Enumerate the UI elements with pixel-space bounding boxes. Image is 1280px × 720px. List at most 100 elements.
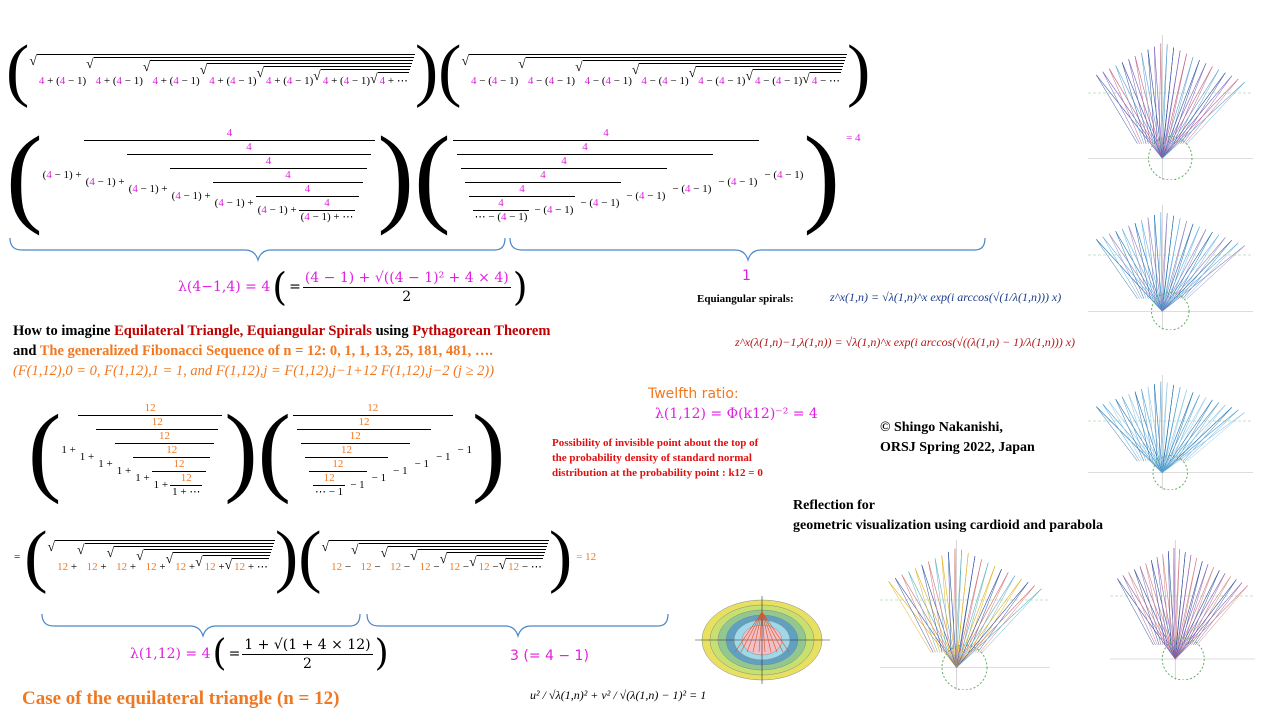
math-term: − 1 [393, 464, 408, 477]
figure-line [928, 561, 957, 668]
math-term: ⋯ − (4 − 1) [474, 210, 528, 223]
fraction: 4 (4 − 1) +4 (4 − 1) +4 (4 − 1) +4 (4 − 1) +… [169, 155, 368, 224]
upper-radical-minus: √ 4 − (4 − 1) √ 4 − (4 − 1) √ 4 − (4 − 1) √ 4 −… [461, 54, 848, 88]
numerator: 12 [157, 430, 172, 443]
lower-braces [41, 613, 669, 639]
math-term: 12 + [57, 561, 78, 573]
radical: √ 12 + √ 12 + √ 12 + ⋯ [166, 552, 271, 574]
figure-line [1169, 223, 1194, 299]
numerator: 12 [143, 402, 158, 415]
denominator: 12 12 ⋯ − 1− 1− 1 [304, 456, 389, 499]
figure-line [957, 552, 969, 653]
upper-lambda-formula: λ(4−1,4) = 4 (= (4 − 1) + √((4 − 1)² + 4… [178, 265, 528, 309]
figure-line [761, 611, 766, 653]
math-term: − (4 − 1) [626, 189, 666, 202]
cfrac-level: 12 12 12 12 ⋯ − 1− 1− 1 − 1− 1 [299, 430, 429, 499]
cfrac-level: (4 − 1) +4 (4 − 1) +4 (4 − 1) +4 (4 − 1) +4… [43, 127, 378, 224]
cfrac-numerator: 4 [540, 168, 546, 181]
radical: √ 4 − (4 − 1) √ 4 − (4 − 1) √ 4 − (4 − 1) √ 4 −… [575, 60, 846, 88]
figure-line [959, 556, 976, 653]
numerator: 12 [322, 472, 337, 485]
math-term: 12 + [86, 561, 107, 573]
cfrac-numerator: 4 [226, 126, 233, 139]
figure-line [1108, 401, 1143, 462]
figure-line [1108, 401, 1163, 473]
radical-sign: √ [439, 551, 448, 566]
denominator: 1 +12 1 + ⋯ [151, 470, 207, 499]
radical: √ 4 − (4 − 1) √ 4 − (4 − 1) √ 4 − ⋯ [688, 65, 844, 88]
upper-cfrac-plus: (4 − 1) +4 (4 − 1) +4 (4 − 1) +4 (4 − 1) +4… [43, 127, 378, 224]
numerator: 4 [559, 155, 569, 168]
radicand: 4 + (4 − 1) √ 4 + (4 − 1) √ 4 + (4 − 1) √ 4 + … [207, 63, 412, 88]
figure-line [1162, 78, 1239, 159]
figure-line [1154, 214, 1158, 299]
figure-line [1128, 394, 1149, 462]
radicand: 4 − (4 − 1) √ 4 − (4 − 1) √ 4 − (4 − 1) √ 4 − … [469, 54, 848, 88]
figure-line [1147, 386, 1155, 462]
lower-cfrac-product: (1 +12 1 +12 1 +12 1 +12 1 +12 1 +12 1 + ⋯) (1… [28, 394, 506, 505]
math-term: 4 + (4 − 1) [95, 75, 143, 87]
figure-line [1121, 396, 1147, 462]
figure-line [1147, 49, 1155, 144]
figure-line [1182, 75, 1233, 144]
figure-line [1184, 242, 1239, 299]
figure-line [1180, 237, 1226, 299]
figure-line [928, 561, 945, 653]
cfrac-level: 4 4 4 4 4 ⋯ − (4 − 1) − (4 − 1) − (4 − 1) − (4 −… [455, 141, 757, 224]
fraction: 12 1 +12 1 +12 1 +12 1 +12 1 +12 1 + ⋯ [77, 402, 223, 499]
figure-line [1117, 578, 1176, 660]
figure-line [1161, 389, 1187, 473]
radical-sign: √ [688, 65, 697, 80]
figure-line [941, 555, 957, 668]
radicand: 12 + √ 12 + √ 12 + √ 12 + √ 12 + √ 12 + ⋯ [84, 543, 274, 574]
math-term: − (4 − 1) [534, 203, 574, 216]
cfrac-numerator: 4 [246, 140, 252, 153]
radical-sign: √ [631, 62, 640, 77]
cfrac-numerator: 4 [324, 196, 330, 209]
denominator: (4 − 1) +4 (4 − 1) +4 (4 − 1) +4 (4 − 1) +4… [126, 153, 372, 224]
math-term: − (4 − 1) [672, 182, 712, 195]
figure-line [1185, 567, 1214, 646]
figure-line [1194, 582, 1243, 646]
figure-line [941, 555, 949, 653]
cfrac-level: 4 4 4 4 ⋯ − (4 − 1) − (4 − 1) − (4 − 1) − (4 − … [459, 155, 712, 224]
figure-line [740, 611, 763, 653]
figure-line [1184, 78, 1239, 144]
figure-line [1141, 220, 1153, 299]
lower-lambda-formula: λ(1,12) = 4 (= 1 + √(1 + 4 × 12) 2 ) [130, 633, 389, 674]
denominator: 12 12 12 ⋯ − 1− 1− 1 − 1 [300, 442, 410, 499]
figure-line [977, 582, 1029, 653]
radical: √ 12 − √ 12 − √ 12 − √ 12 − √ 12 − √ 12 − ⋯ [351, 543, 548, 574]
numerator: 4 [496, 197, 506, 210]
figure-line [1096, 406, 1138, 462]
radical: √ 4 + (4 − 1) √ 4 + (4 − 1) √ 4 + (4 − 1) √ 4 +… [29, 54, 415, 88]
figure-line [1174, 561, 1203, 660]
figure-line [966, 565, 996, 653]
brace-right [366, 613, 669, 639]
math-term: 4 − (4 − 1) [641, 75, 689, 87]
radical-sign: √ [165, 551, 174, 566]
spiral-figure-3 [1088, 375, 1253, 490]
radicand: 4 − (4 − 1) √ 4 − (4 − 1) √ 4 − (4 − 1) √ 4 − … [525, 57, 847, 88]
math-term: (4 − 1) + ⋯ [300, 210, 354, 223]
fraction: 12 12 12 12 ⋯ − 1− 1− 1 − 1 [300, 430, 410, 499]
numerator: 12 [339, 444, 354, 457]
radical: √ 4 − (4 − 1) √ 4 − (4 − 1) √ 4 − (4 − 1) √ 4 −… [631, 62, 845, 88]
figure-line [1168, 551, 1176, 660]
cfrac-numerator: 4 [285, 168, 291, 181]
numerator: 12 [365, 402, 380, 415]
radical: √ 4 − (4 − 1) √ 4 − (4 − 1) √ 4 − (4 − 1) √ 4 −… [461, 54, 848, 88]
figure-line [1162, 245, 1245, 312]
math-term: 12 + ⋯ [234, 561, 268, 573]
figure-line [956, 585, 1036, 668]
math-term: 12 + [145, 561, 166, 573]
cfrac-numerator: 12 [323, 471, 335, 484]
radicand: 4 − ⋯ [809, 72, 842, 88]
lambda-numerator: (4 − 1) + √((4 − 1)² + 4 × 4) [304, 269, 509, 286]
figure-line [1096, 74, 1138, 144]
figure-line [1172, 548, 1175, 646]
figure-line [1108, 233, 1143, 299]
figure-line [908, 571, 938, 653]
figure-line [1102, 71, 1163, 159]
upper-radical-plus: √ 4 + (4 − 1) √ 4 + (4 − 1) √ 4 + (4 − 1) √ 4 +… [29, 54, 415, 88]
